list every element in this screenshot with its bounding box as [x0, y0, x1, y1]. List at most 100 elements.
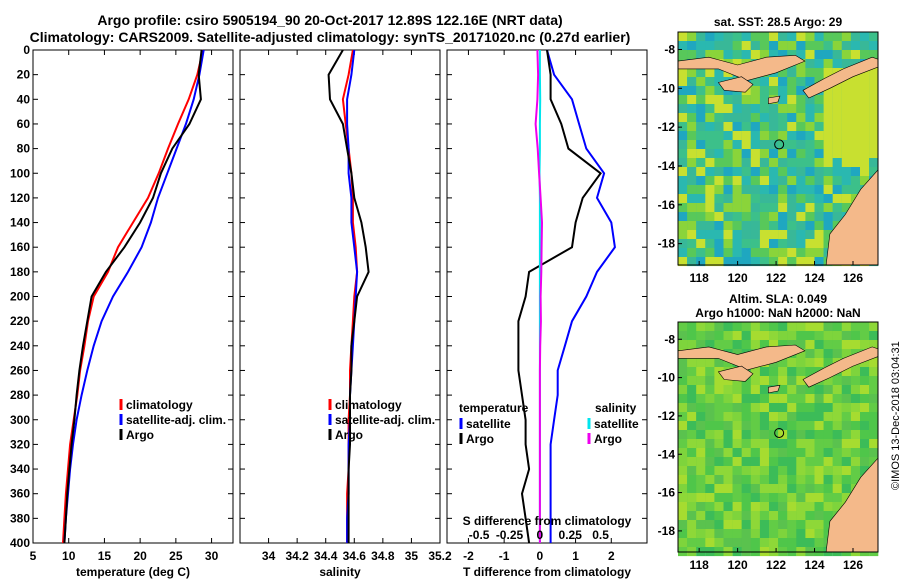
- map-cell: [687, 394, 697, 404]
- map-cell: [769, 412, 779, 422]
- map-cell: [687, 68, 697, 78]
- map-cell: [723, 439, 733, 449]
- map-cell: [778, 194, 788, 204]
- map-cell: [714, 104, 724, 114]
- map-cell: [823, 185, 833, 195]
- map-cell: [769, 221, 779, 231]
- map-cell: [759, 457, 770, 467]
- map-cell: [732, 349, 742, 359]
- map-cell: [814, 421, 824, 431]
- map-cell: [796, 484, 806, 494]
- map-cell: [741, 203, 751, 213]
- map-cell: [714, 212, 724, 222]
- map-cell: [723, 412, 733, 422]
- map-cell: [841, 140, 851, 150]
- map-cell: [805, 158, 815, 168]
- map-cell: [696, 403, 706, 413]
- map-frame-sla: [677, 321, 879, 553]
- map-cell: [687, 403, 697, 413]
- map-cell: [678, 376, 688, 386]
- map-cell: [814, 257, 824, 267]
- map-cell: [778, 538, 788, 548]
- map-cell: [814, 466, 824, 476]
- map-cell: [769, 466, 779, 476]
- map-cell: [732, 248, 742, 258]
- map-cell: [832, 457, 842, 467]
- map-cell: [741, 32, 751, 42]
- map-cell: [732, 113, 742, 123]
- map-cell: [869, 32, 879, 42]
- map-cell: [778, 448, 788, 458]
- map-cell: [723, 149, 733, 159]
- map-cell: [841, 203, 851, 213]
- map-cell: [732, 185, 742, 195]
- map-cell: [787, 358, 797, 368]
- map-cell: [741, 502, 751, 512]
- map-cell: [796, 466, 806, 476]
- map-cell: [723, 421, 733, 431]
- map-cell: [805, 185, 815, 195]
- map-cell: [759, 131, 770, 141]
- map-cell: [687, 520, 697, 530]
- map-cell: [814, 529, 824, 539]
- map-cell: [678, 529, 688, 539]
- map-cell: [869, 403, 879, 413]
- map-cell: [741, 520, 751, 530]
- map-cell: [741, 122, 751, 132]
- map-cell: [869, 331, 879, 341]
- map-cell: [805, 32, 815, 42]
- map-cell: [714, 331, 724, 341]
- map-cell: [823, 203, 833, 213]
- map-cell: [787, 122, 797, 132]
- legend-label: Argo: [335, 428, 363, 442]
- map-cell: [805, 149, 815, 159]
- map-cell: [769, 439, 779, 449]
- map-cell: [723, 104, 733, 114]
- map-cell: [778, 493, 788, 503]
- map-cell: [769, 230, 779, 240]
- map-cell: [714, 403, 724, 413]
- map-cell: [841, 122, 851, 132]
- map-cell: [796, 331, 806, 341]
- map-cell: [832, 113, 842, 123]
- map-cell: [678, 203, 688, 213]
- map-cell: [705, 457, 715, 467]
- map-cell: [832, 140, 842, 150]
- map-cell: [714, 529, 724, 539]
- map-cell: [687, 511, 697, 521]
- map-cell: [741, 457, 751, 467]
- y-tick-label: 20: [17, 68, 31, 82]
- map-cell: [850, 158, 861, 168]
- map-cell: [705, 230, 715, 240]
- map-cell: [787, 421, 797, 431]
- map-sla-title-line2: Argo h1000: NaN h2000: NaN: [695, 306, 861, 320]
- map-cell: [796, 158, 806, 168]
- x-tick-label: 35.2: [428, 549, 452, 563]
- map-cell: [769, 122, 779, 132]
- map-cell: [796, 248, 806, 258]
- map-cell: [841, 50, 851, 60]
- map-cell: [741, 529, 751, 539]
- map-cell: [678, 68, 688, 78]
- map-cell: [823, 41, 833, 51]
- map-cell: [860, 412, 870, 422]
- map-cell: [805, 475, 815, 485]
- map-cell: [814, 248, 824, 258]
- x-axis-label: temperature (deg C): [76, 565, 190, 579]
- map-cell: [723, 520, 733, 530]
- map-cell: [741, 194, 751, 204]
- map-cell: [860, 86, 870, 96]
- legend-label: satellite-adj. clim.: [126, 413, 226, 427]
- map-cell: [732, 439, 742, 449]
- x-tick-label: 34.4: [314, 549, 338, 563]
- map-cell: [823, 493, 833, 503]
- map-cell: [787, 32, 797, 42]
- map-cell: [732, 32, 742, 42]
- y-tick-label: 380: [10, 511, 30, 525]
- map-cell: [860, 149, 870, 159]
- map-cell: [714, 32, 724, 42]
- map-cell: [787, 322, 797, 332]
- map-cell: [705, 502, 715, 512]
- series-line-argo: [63, 49, 203, 544]
- map-cell: [732, 194, 742, 204]
